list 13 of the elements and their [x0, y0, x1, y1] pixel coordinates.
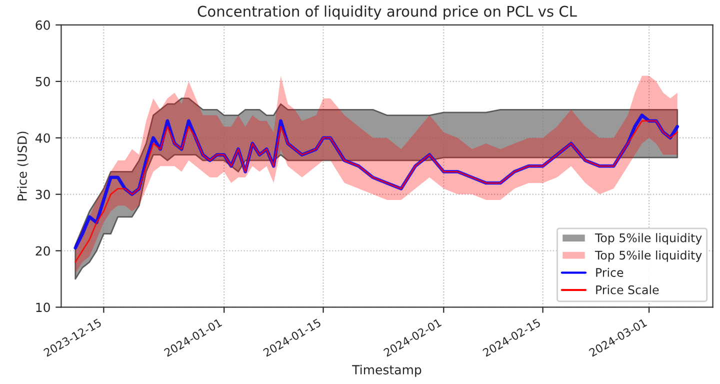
y-tick-label: 60 — [36, 20, 50, 30]
y-tick-label: 30 — [36, 190, 50, 200]
legend-label: Price — [596, 268, 624, 277]
y-tick-label: 40 — [35, 133, 50, 143]
chart-title: Concentration of liquidity around price on PCL vs CL — [198, 6, 577, 20]
y-tick-label: 10 — [36, 302, 50, 312]
y-tick-label: 50 — [36, 76, 50, 86]
legend-label: Price Scale — [596, 285, 659, 294]
legend-label: Top 5%ile liquidity — [594, 250, 702, 262]
y-tick-label: 20 — [36, 246, 50, 256]
y-axis-title: Price (USD) — [17, 132, 28, 200]
x-axis-title: Timestamp — [352, 364, 422, 377]
legend-label: Top 5%ile liquidity — [594, 233, 702, 245]
